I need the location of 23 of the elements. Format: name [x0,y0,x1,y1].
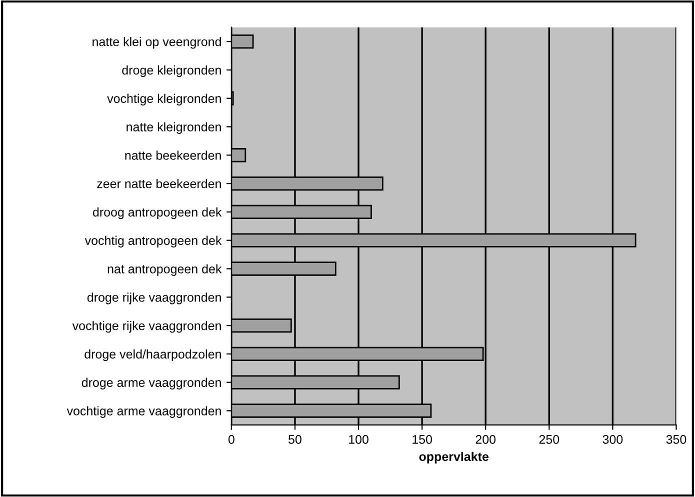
y-tick-label: natte klei op veengrond [92,37,221,49]
x-tick-label: 300 [602,434,623,444]
y-tick-label: droge arme vaaggronden [82,378,221,390]
x-tick-label: 150 [412,434,432,444]
y-tick-label: droge rijke vaaggronden [87,292,221,304]
y-tick-label: droge veld/haarpodzolen [84,349,221,362]
x-tick-label: 350 [666,434,686,444]
y-tick-label: vochtige kleigronden [107,94,221,106]
y-tick-label: natte beekeerden [125,150,221,160]
y-tick-label: droog antropogeen dek [92,207,222,220]
y-tick-label: zeer natte beekeerden [97,179,221,188]
x-tick-label: 200 [476,434,496,444]
y-tick-label: natte kleigronden [126,122,221,134]
x-tick-label: 250 [539,434,560,444]
x-tick-label: 0 [228,434,234,444]
y-tick-label: droge kleigronden [122,65,221,78]
y-tick-label: vochtig antropogeen dek [84,236,222,248]
x-tick-label: 50 [288,434,302,444]
x-axis-title: oppervlakte [419,452,488,464]
y-tick-label: nat antropogeen dek [108,264,222,276]
y-tick-label: vochtige rijke vaaggronden [72,321,221,333]
x-tick-label: 100 [349,434,368,444]
y-tick-label: vochtige arme vaaggronden [66,406,221,418]
